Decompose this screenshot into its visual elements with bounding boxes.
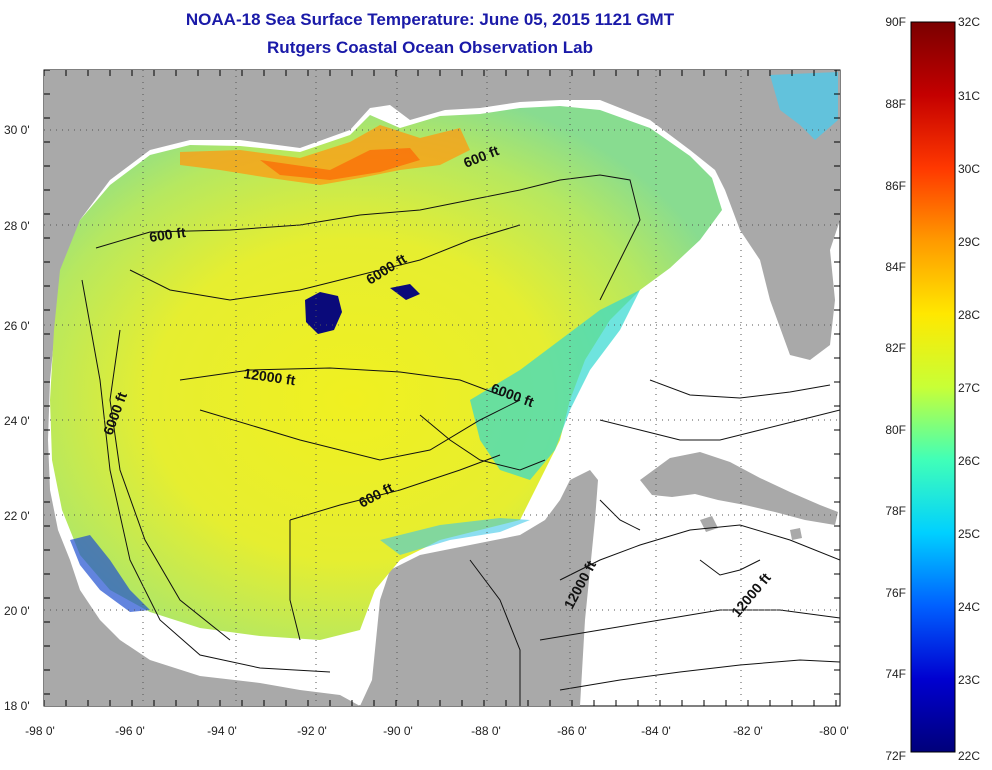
colorbar-celsius-labels: 32C 31C 30C 29C 28C 27C 26C 25C 24C 23C … xyxy=(958,15,980,763)
lat-label: 22 0' xyxy=(4,509,30,523)
lon-label: -80 0' xyxy=(819,724,849,738)
lon-label: -90 0' xyxy=(383,724,413,738)
lat-label: 28 0' xyxy=(4,219,30,233)
colorbar xyxy=(910,21,956,753)
land-north-america xyxy=(44,70,840,706)
colorbar-fahrenheit-labels: 90F 88F 86F 84F 82F 80F 78F 76F 74F 72F xyxy=(885,15,906,763)
lon-label: -94 0' xyxy=(207,724,237,738)
colorbar-f-label: 90F xyxy=(885,15,906,29)
graticule xyxy=(44,70,840,706)
frame-ticks xyxy=(43,69,840,706)
cool-band-south xyxy=(380,518,530,555)
colorbar-f-label: 86F xyxy=(885,179,906,193)
colorbar-c-label: 32C xyxy=(958,15,980,29)
colorbar-c-label: 27C xyxy=(958,381,980,395)
colorbar-f-label: 88F xyxy=(885,97,906,111)
colorbar-f-label: 78F xyxy=(885,504,906,518)
lat-label: 18 0' xyxy=(4,699,30,713)
lon-label: -88 0' xyxy=(471,724,501,738)
lon-label: -84 0' xyxy=(641,724,671,738)
colorbar-c-label: 28C xyxy=(958,308,980,322)
cool-band-east xyxy=(470,290,640,480)
lon-label: -96 0' xyxy=(115,724,145,738)
colorbar-f-label: 72F xyxy=(885,749,906,763)
warm-coastal-band xyxy=(180,125,470,185)
colorbar-c-label: 26C xyxy=(958,454,980,468)
lon-label: -92 0' xyxy=(297,724,327,738)
land-yucatan xyxy=(360,470,598,706)
colorbar-f-label: 76F xyxy=(885,586,906,600)
colorbar-c-label: 24C xyxy=(958,600,980,614)
colorbar-c-label: 29C xyxy=(958,235,980,249)
colorbar-f-label: 80F xyxy=(885,423,906,437)
warm-coastal-band-2 xyxy=(260,148,420,180)
map-content: 600 ft 600 ft 6000 ft 12000 ft 6000 ft 6… xyxy=(44,70,840,706)
map-title: NOAA-18 Sea Surface Temperature: June 05… xyxy=(185,10,675,29)
florida-coastal-data xyxy=(770,72,838,140)
contour-label-600ft-nw: 600 ft xyxy=(148,224,187,245)
cold-patch xyxy=(305,292,342,334)
sst-field xyxy=(50,106,722,640)
cold-patch-2 xyxy=(390,284,420,300)
colorbar-f-label: 82F xyxy=(885,341,906,355)
latitude-labels: 30 0' 28 0' 26 0' 24 0' 22 0' 20 0' 18 0… xyxy=(4,123,30,713)
colorbar-f-label: 84F xyxy=(885,260,906,274)
colorbar-c-label: 31C xyxy=(958,89,980,103)
land-cuba xyxy=(640,452,838,525)
cold-band-west xyxy=(70,535,150,612)
lat-label: 30 0' xyxy=(4,123,30,137)
lon-label: -98 0' xyxy=(25,724,55,738)
contour-label-12000ft-center: 12000 ft xyxy=(243,365,297,388)
lat-label: 20 0' xyxy=(4,604,30,618)
colorbar-c-label: 23C xyxy=(958,673,980,687)
colorbar-f-label: 74F xyxy=(885,667,906,681)
colorbar-c-label: 22C xyxy=(958,749,980,763)
colorbar-c-label: 25C xyxy=(958,527,980,541)
longitude-labels: -98 0' -96 0' -94 0' -92 0' -90 0' -88 0… xyxy=(25,724,849,738)
lat-label: 24 0' xyxy=(4,414,30,428)
lat-label: 26 0' xyxy=(4,319,30,333)
bathymetry-contours xyxy=(81,174,840,706)
land-islands xyxy=(700,516,802,540)
map-subtitle: Rutgers Coastal Ocean Observation Lab xyxy=(267,38,593,57)
lon-label: -86 0' xyxy=(557,724,587,738)
colorbar-c-label: 30C xyxy=(958,162,980,176)
lon-label: -82 0' xyxy=(733,724,763,738)
